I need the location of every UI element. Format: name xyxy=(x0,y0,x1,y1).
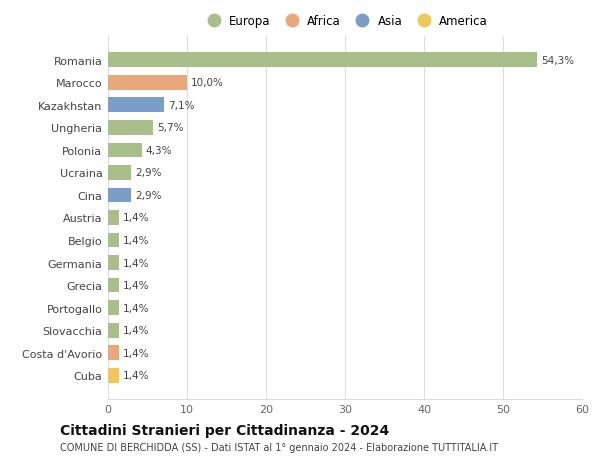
Bar xyxy=(108,233,119,248)
Bar xyxy=(108,143,142,158)
Text: 1,4%: 1,4% xyxy=(123,348,149,358)
Bar xyxy=(108,98,164,113)
Text: 1,4%: 1,4% xyxy=(123,325,149,336)
Text: Cittadini Stranieri per Cittadinanza - 2024: Cittadini Stranieri per Cittadinanza - 2… xyxy=(60,423,389,437)
Bar xyxy=(108,301,119,315)
Text: 1,4%: 1,4% xyxy=(123,370,149,381)
Text: 2,9%: 2,9% xyxy=(135,190,161,201)
Text: 1,4%: 1,4% xyxy=(123,213,149,223)
Text: 2,9%: 2,9% xyxy=(135,168,161,178)
Text: 1,4%: 1,4% xyxy=(123,235,149,246)
Bar xyxy=(108,278,119,293)
Text: 10,0%: 10,0% xyxy=(191,78,224,88)
Text: 7,1%: 7,1% xyxy=(168,101,194,111)
Text: 1,4%: 1,4% xyxy=(123,258,149,268)
Bar xyxy=(108,188,131,203)
Legend: Europa, Africa, Asia, America: Europa, Africa, Asia, America xyxy=(197,10,493,33)
Text: 5,7%: 5,7% xyxy=(157,123,184,133)
Bar xyxy=(108,323,119,338)
Bar xyxy=(108,166,131,180)
Text: 4,3%: 4,3% xyxy=(146,146,172,156)
Text: COMUNE DI BERCHIDDA (SS) - Dati ISTAT al 1° gennaio 2024 - Elaborazione TUTTITAL: COMUNE DI BERCHIDDA (SS) - Dati ISTAT al… xyxy=(60,442,498,452)
Bar xyxy=(108,211,119,225)
Bar xyxy=(108,256,119,270)
Bar xyxy=(108,76,187,90)
Bar xyxy=(108,346,119,360)
Bar xyxy=(108,53,537,68)
Text: 1,4%: 1,4% xyxy=(123,280,149,291)
Text: 1,4%: 1,4% xyxy=(123,303,149,313)
Bar xyxy=(108,368,119,383)
Text: 54,3%: 54,3% xyxy=(541,56,574,66)
Bar xyxy=(108,121,153,135)
